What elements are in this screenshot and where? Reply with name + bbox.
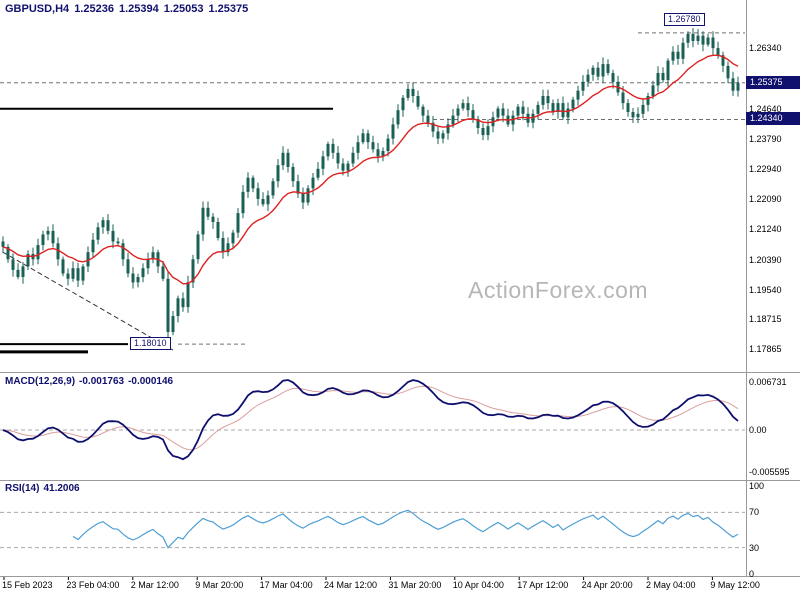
price-level-label: 1.18010 [130, 337, 171, 351]
macd-axis-max: 0.006731 [749, 377, 787, 387]
price-axis-label: 1.24640 [749, 103, 782, 114]
date-axis-label: 24 Apr 20:00 [581, 580, 633, 590]
macd-main-value: -0.001763 [79, 376, 125, 387]
macd-axis-zero: 0.00 [749, 425, 767, 435]
price-level-label: 1.26780 [664, 12, 705, 26]
date-axis-label: 9 May 12:00 [710, 580, 760, 590]
symbol-ohlc-header: GBPUSD,H4 1.25236 1.25394 1.25053 1.25375 [5, 3, 253, 15]
moving-average-line [2, 54, 739, 285]
macd-signal-value: -0.000146 [128, 376, 174, 387]
price-axis-label: 1.22090 [749, 194, 782, 205]
rsi-value: 41.2006 [43, 483, 80, 494]
watermark: ActionForex.com [468, 277, 649, 303]
rsi-name: RSI(14) [5, 483, 40, 494]
price-axis-label: 1.18715 [749, 314, 782, 325]
price-axis-label: 1.23790 [749, 133, 782, 144]
macd-indicator-label: MACD(12,26,9) -0.001763 -0.000146 [5, 376, 177, 387]
descending-trendline [2, 251, 174, 351]
rsi-line [72, 509, 739, 549]
date-axis-label: 31 Mar 20:00 [388, 580, 442, 590]
price-axis-label: 1.20390 [749, 254, 782, 265]
price-axis-label: 1.17865 [749, 344, 782, 355]
date-axis-label: 23 Feb 04:00 [66, 580, 120, 590]
date-axis-label: 15 Feb 2023 [2, 580, 53, 590]
macd-main-line [2, 379, 739, 461]
date-axis-label: 2 May 04:00 [646, 580, 696, 590]
date-axis-label: 24 Mar 12:00 [324, 580, 378, 590]
ohlc-open-value: 1.25236 [74, 3, 114, 15]
price-axis-label: 1.19540 [749, 284, 782, 295]
price-tag: 1.25375 [746, 75, 800, 89]
price-tag: 1.24340 [746, 112, 800, 126]
rsi-axis-label: 70 [749, 507, 760, 518]
macd-name: MACD(12,26,9) [5, 376, 76, 387]
macd-signal-line [2, 385, 739, 451]
ohlc-close-value: 1.25375 [208, 3, 249, 15]
rsi-axis-label: 30 [749, 542, 760, 553]
price-axis-label: 1.22940 [749, 164, 782, 175]
date-axis-label: 9 Mar 20:00 [195, 580, 244, 590]
rsi-indicator-label: RSI(14) 41.2006 [5, 483, 84, 494]
date-axis-label: 10 Apr 04:00 [452, 580, 504, 590]
rsi-axis-label: 100 [749, 481, 765, 491]
macd-axis-min: -0.005595 [749, 467, 790, 477]
ohlc-high-value: 1.25394 [118, 3, 159, 15]
price-axis-label: 1.21240 [749, 224, 782, 235]
price-axis-label: 1.26340 [749, 43, 782, 54]
ohlc-low-value: 1.25053 [163, 3, 204, 15]
date-axis-label: 2 Mar 12:00 [130, 580, 179, 590]
symbol-timeframe-label: GBPUSD,H4 [5, 3, 70, 15]
rsi-axis-label: 0 [749, 569, 755, 579]
date-axis-label: 17 Mar 04:00 [259, 580, 313, 590]
date-axis-label: 17 Apr 12:00 [517, 580, 569, 590]
